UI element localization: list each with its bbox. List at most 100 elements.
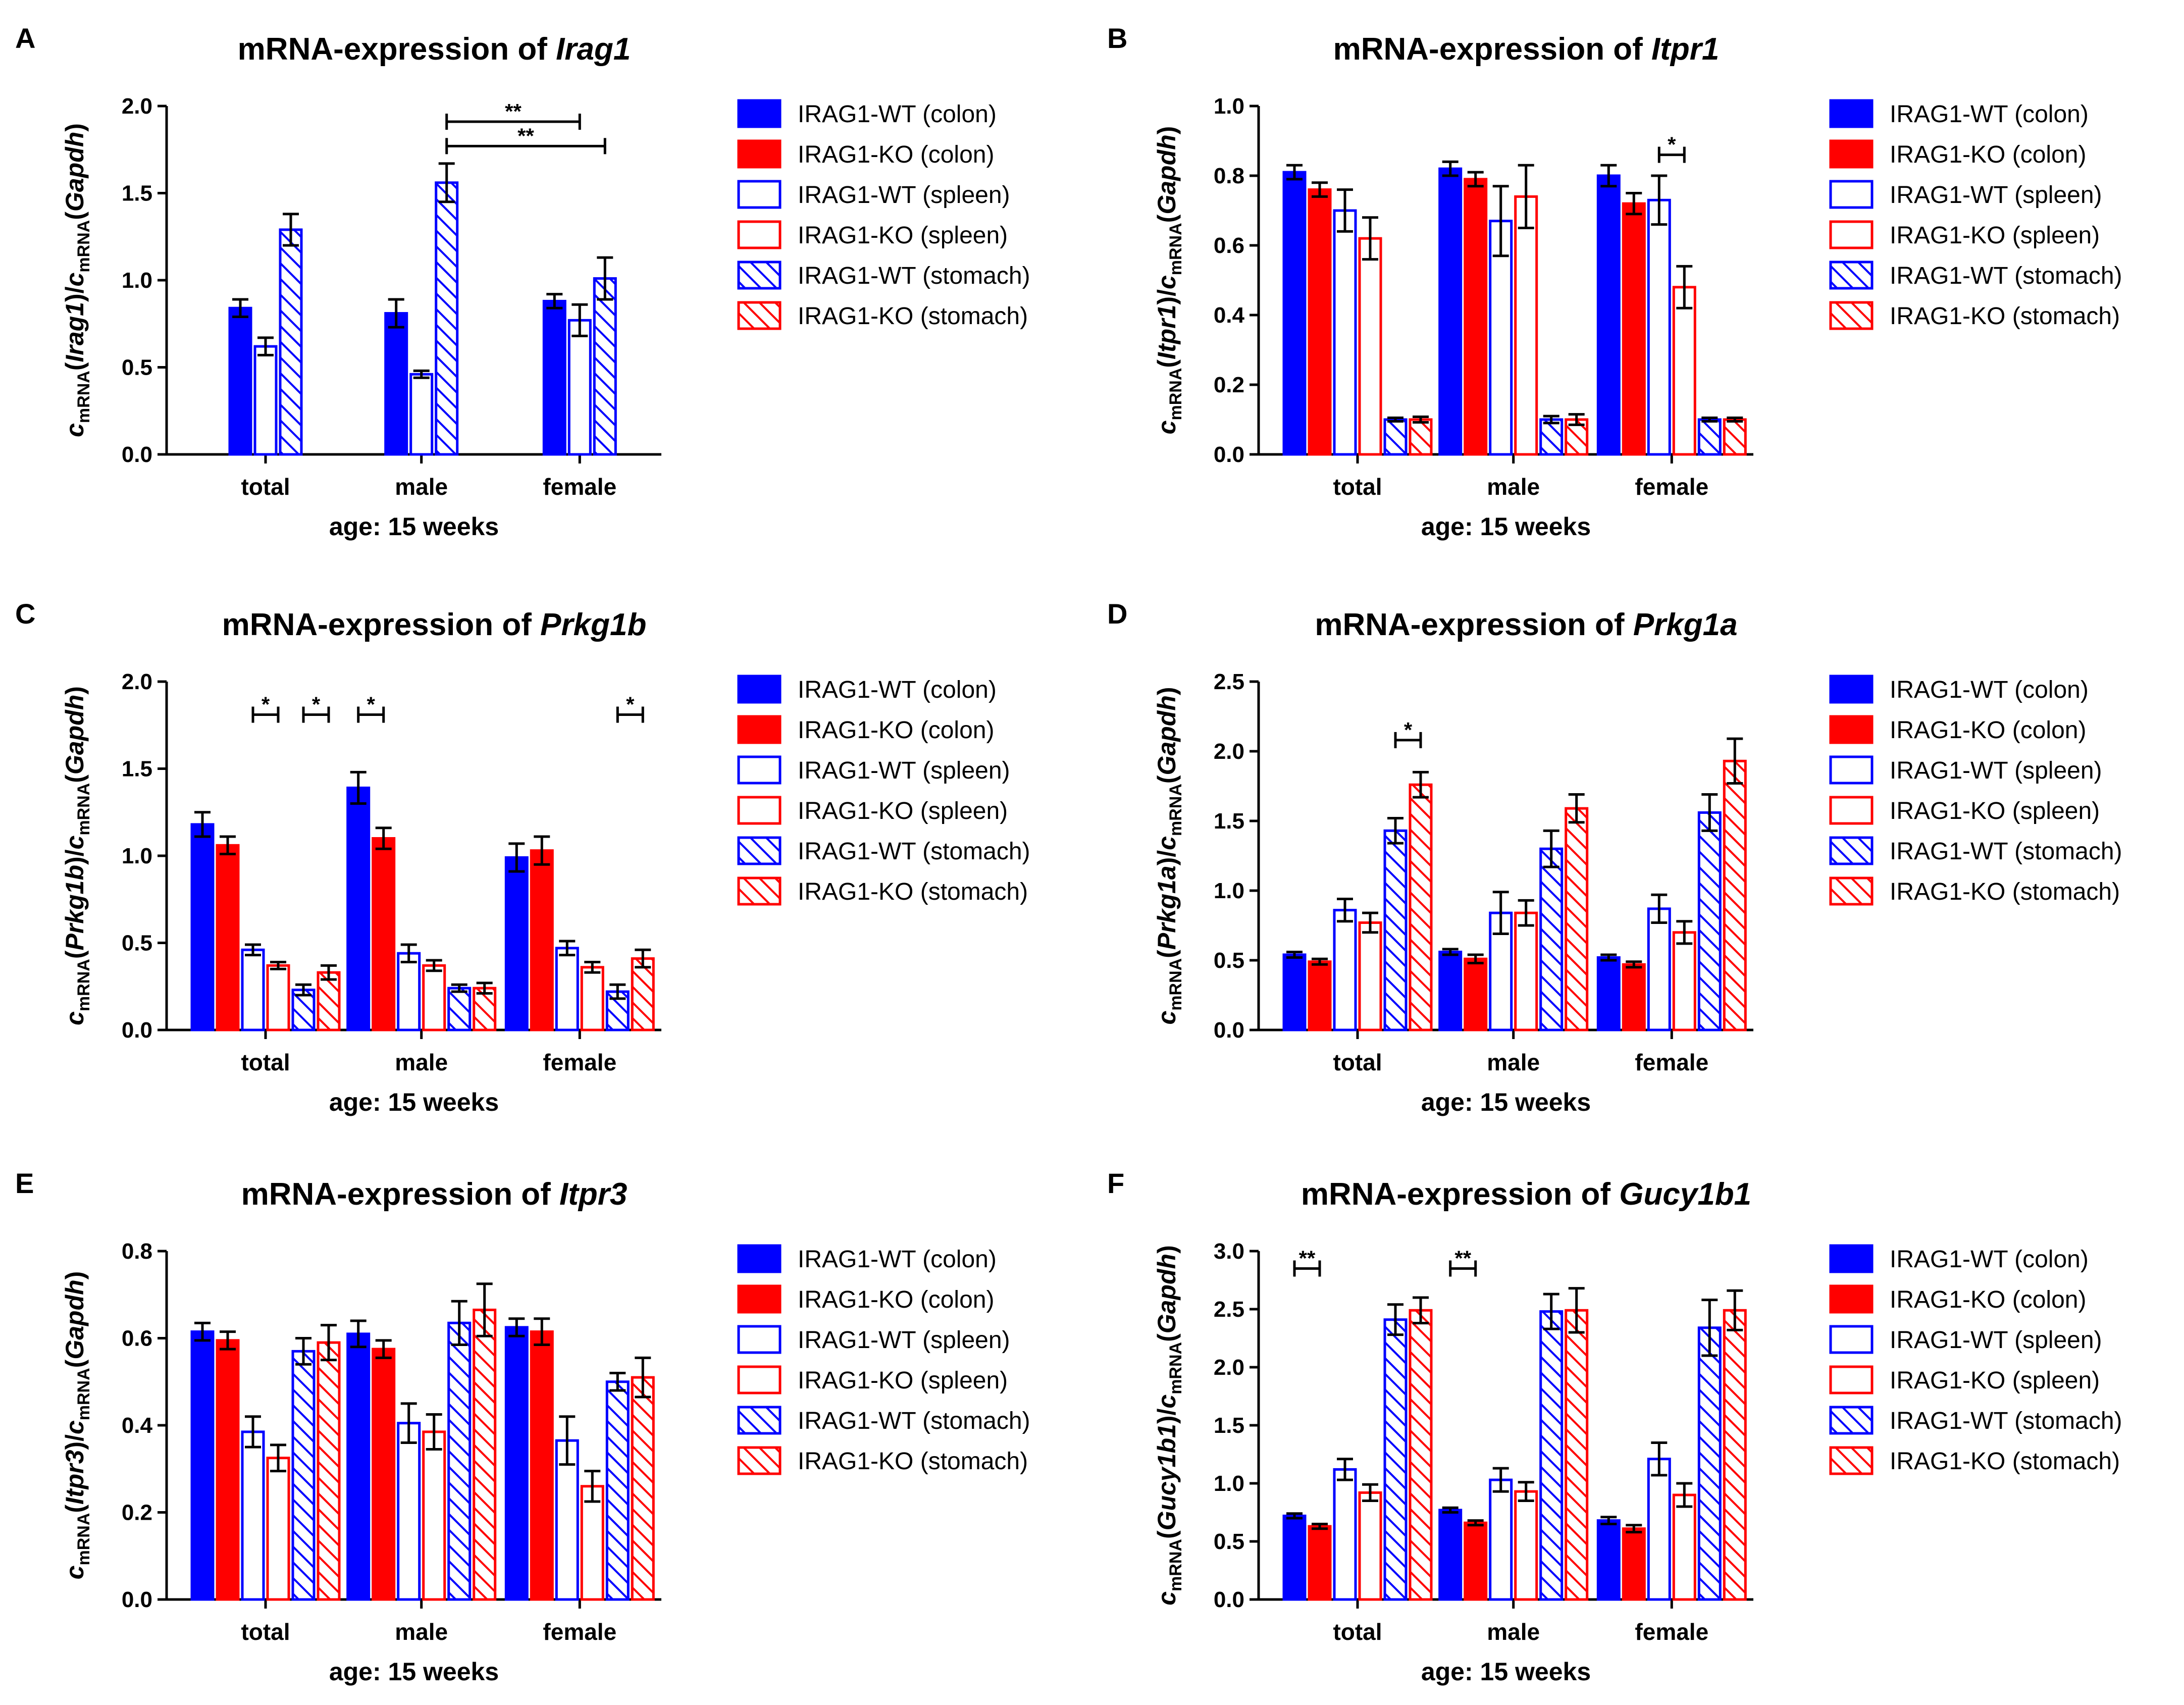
x-category-label: female [543, 1619, 616, 1645]
y-tick-label: 1.0 [1214, 94, 1244, 119]
chart-title: mRNA-expression of Irag1 [238, 32, 631, 67]
legend-label: IRAG1-KO (spleen) [1890, 222, 2100, 249]
x-category-label: female [1635, 1619, 1708, 1645]
bar-total-irag1-wt-spleen [241, 1430, 265, 1601]
significance-label: * [1668, 133, 1676, 157]
bar-total-irag1-ko-stomach [317, 971, 341, 1031]
y-tick-label: 0.2 [1214, 373, 1244, 397]
legend-swatch [737, 1325, 782, 1354]
bar-female-irag1-ko-colon [530, 849, 554, 1031]
y-axis-label-part: c [1153, 1591, 1181, 1606]
x-category-label: female [543, 1049, 616, 1075]
y-axis-label-part: Irag1 [61, 302, 89, 363]
bar-total-irag1-wt-spleen [253, 345, 278, 456]
chart-title: mRNA-expression of Itpr3 [241, 1177, 628, 1212]
bar-total-irag1-ko-colon [1308, 188, 1332, 456]
bar-male-irag1-ko-spleen [1514, 195, 1538, 456]
bar-female-irag1-ko-colon [1622, 963, 1646, 1031]
chart-title-gene: Irag1 [556, 32, 631, 67]
legend-swatch [737, 1446, 782, 1475]
legend-label: IRAG1-WT (spleen) [798, 757, 1010, 784]
chart-title-gene: Itpr1 [1651, 32, 1719, 67]
legend-label: IRAG1-KO (colon) [798, 717, 994, 744]
y-axis-label-part: Itpr1 [1153, 305, 1181, 359]
x-category-label: total [241, 474, 290, 500]
bar-male-irag1-wt-colon [346, 786, 371, 1031]
y-tick-label: 0.4 [122, 1413, 153, 1438]
legend-label: IRAG1-KO (stomach) [798, 1448, 1028, 1475]
x-category-label: total [1333, 1619, 1382, 1645]
legend-swatch [1829, 755, 1874, 785]
bar-female-irag1-wt-spleen [1647, 198, 1671, 456]
y-axis-label-part: ) [1153, 687, 1181, 695]
y-axis-label-part: )/ [1153, 850, 1181, 866]
y-axis-label-part: )/ [61, 849, 89, 865]
legend-label: IRAG1-KO (stomach) [798, 879, 1028, 905]
chart-title-gene: Itpr3 [559, 1177, 627, 1212]
legend-swatch [737, 1406, 782, 1435]
y-axis-label-part: ( [61, 1505, 89, 1513]
significance-label: * [626, 693, 635, 716]
significance-label: ** [505, 99, 522, 123]
legend-swatch [737, 139, 782, 169]
y-axis-label-part: c [61, 1420, 89, 1434]
y-axis-label-part: mRNA [1166, 223, 1185, 275]
y-axis-label: cmRNA(Prkg1a)/cmRNA(Gapdh) [1153, 687, 1185, 1024]
y-axis-label-part: c [1153, 836, 1181, 850]
chart-title: mRNA-expression of Prkg1a [1315, 607, 1737, 642]
bar-total-irag1-wt-colon [190, 823, 215, 1031]
x-axis-label: age: 15 weeks [1421, 512, 1591, 541]
x-category-label: total [1333, 474, 1382, 500]
bar-female-irag1-wt-spleen [567, 319, 592, 456]
y-tick-label: 1.5 [1214, 1413, 1244, 1438]
chart-title-prefix: mRNA-expression of [241, 1177, 559, 1212]
bar-female-irag1-ko-spleen [1672, 931, 1696, 1031]
chart-title: mRNA-expression of Prkg1b [222, 607, 647, 642]
bar-female-irag1-ko-spleen [580, 966, 604, 1031]
bar-total-irag1-ko-stomach [1409, 1309, 1433, 1601]
legend: IRAG1-WT (colon) IRAG1-KO (colon) IRAG1-WT… [1829, 675, 2122, 906]
y-axis-label-part: )/ [1153, 1409, 1181, 1424]
legend-swatch [1829, 796, 1874, 825]
y-tick-label: 2.0 [1214, 1355, 1244, 1380]
bar-male-irag1-wt-spleen [397, 1422, 421, 1601]
y-axis-label-part: )/ [61, 286, 89, 302]
legend-swatch [737, 755, 782, 785]
bar-male-irag1-ko-spleen [422, 964, 446, 1031]
bar-female-irag1-wt-spleen [1647, 907, 1671, 1031]
legend-label: IRAG1-WT (colon) [1890, 101, 2089, 128]
y-tick-label: 0.6 [1214, 233, 1244, 258]
bar-total-irag1-wt-colon [1282, 171, 1307, 456]
bar-male-irag1-wt-spleen [1489, 220, 1513, 456]
y-axis-label-part: c [61, 835, 89, 849]
legend-swatch [1829, 876, 1874, 906]
legend-swatch [737, 836, 782, 865]
x-category-label: male [395, 1049, 448, 1075]
legend-label: IRAG1-WT (stomach) [1890, 1408, 2122, 1434]
y-tick-label: 0.5 [122, 355, 152, 380]
bar-female-irag1-wt-colon [1596, 1519, 1621, 1601]
y-axis-label-part: ( [1153, 1333, 1181, 1342]
y-axis-label-part: Prkg1b [61, 865, 89, 951]
y-tick-label: 2.0 [122, 94, 152, 119]
significance-label: * [1404, 718, 1413, 742]
y-tick-label: 2.0 [122, 669, 152, 694]
y-axis-label-part: ( [1153, 359, 1181, 368]
y-axis-label-part: mRNA [1166, 1342, 1185, 1394]
bar-male-irag1-wt-spleen [409, 373, 434, 456]
y-tick-label: 0.0 [122, 1018, 152, 1043]
bar-male-irag1-wt-colon [1438, 950, 1463, 1031]
x-axis-label: age: 15 weeks [1421, 1088, 1591, 1116]
y-tick-label: 1.0 [1214, 1471, 1244, 1496]
bar-total-irag1-ko-spleen [1358, 237, 1382, 456]
bar-female-irag1-wt-colon [1596, 174, 1621, 456]
legend-swatch [1829, 836, 1874, 865]
legend-swatch [737, 301, 782, 330]
y-axis-label-part: mRNA [1166, 1539, 1185, 1591]
y-tick-label: 0.0 [122, 1587, 152, 1612]
bar-female-irag1-ko-stomach [1723, 418, 1747, 456]
